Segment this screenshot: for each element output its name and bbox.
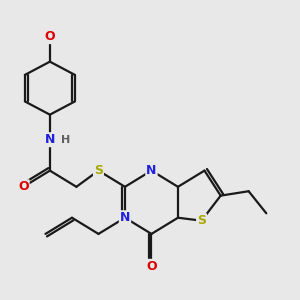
- Text: N: N: [45, 133, 55, 146]
- Text: O: O: [146, 260, 157, 273]
- Text: S: S: [94, 164, 103, 177]
- Text: O: O: [18, 180, 29, 193]
- Text: N: N: [146, 164, 157, 177]
- Text: O: O: [45, 30, 55, 43]
- Text: N: N: [120, 211, 130, 224]
- Text: H: H: [61, 135, 71, 145]
- Text: S: S: [197, 214, 206, 227]
